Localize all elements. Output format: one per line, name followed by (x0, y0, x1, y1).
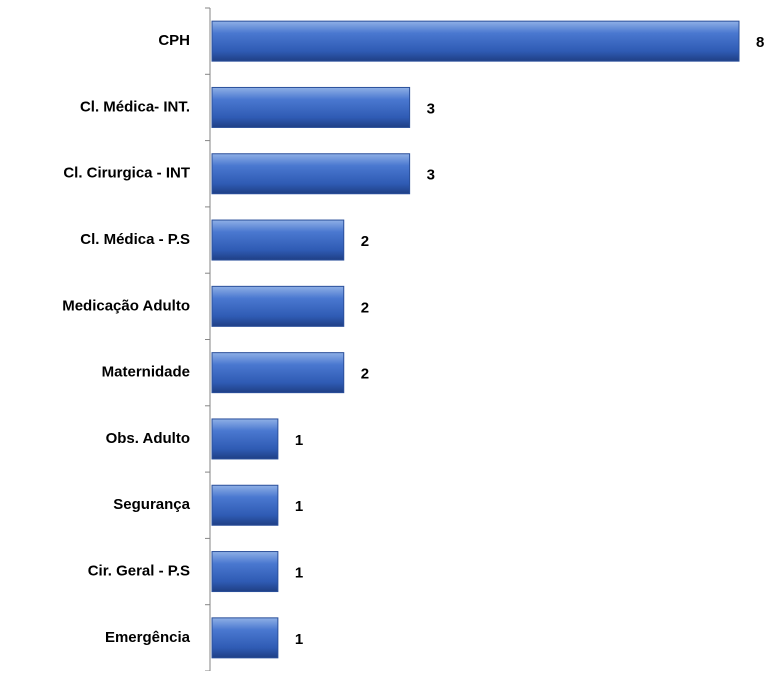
data-label: 2 (361, 366, 369, 383)
data-label: 3 (427, 167, 435, 184)
data-label: 1 (295, 498, 303, 515)
y-tick-label: Cl. Cirurgica - INT (63, 165, 190, 182)
data-label: 2 (361, 233, 369, 250)
bar (211, 418, 279, 460)
bar (211, 219, 345, 261)
bar (211, 86, 411, 128)
data-label: 2 (361, 299, 369, 316)
y-tick-label: Maternidade (102, 364, 190, 381)
data-label: 1 (295, 565, 303, 582)
data-label: 8 (756, 34, 764, 51)
y-tick-label: Emergência (105, 629, 191, 646)
y-tick-label: Cl. Médica - P.S (80, 231, 190, 248)
y-tick-label: Cl. Médica- INT. (80, 98, 190, 115)
y-tick-label: Cir. Geral - P.S (88, 563, 190, 580)
y-tick-label: Medicação Adulto (62, 297, 190, 314)
bar (211, 153, 411, 195)
y-tick-label: Segurança (113, 496, 190, 513)
bar (211, 484, 279, 526)
y-tick-label: Obs. Adulto (106, 430, 190, 447)
data-label: 1 (295, 432, 303, 449)
bar (211, 617, 279, 659)
data-label: 1 (295, 631, 303, 648)
y-tick-label: CPH (158, 32, 190, 49)
bar (211, 20, 740, 62)
bar (211, 352, 345, 394)
bar (211, 551, 279, 593)
bar (211, 285, 345, 327)
data-label: 3 (427, 100, 435, 117)
